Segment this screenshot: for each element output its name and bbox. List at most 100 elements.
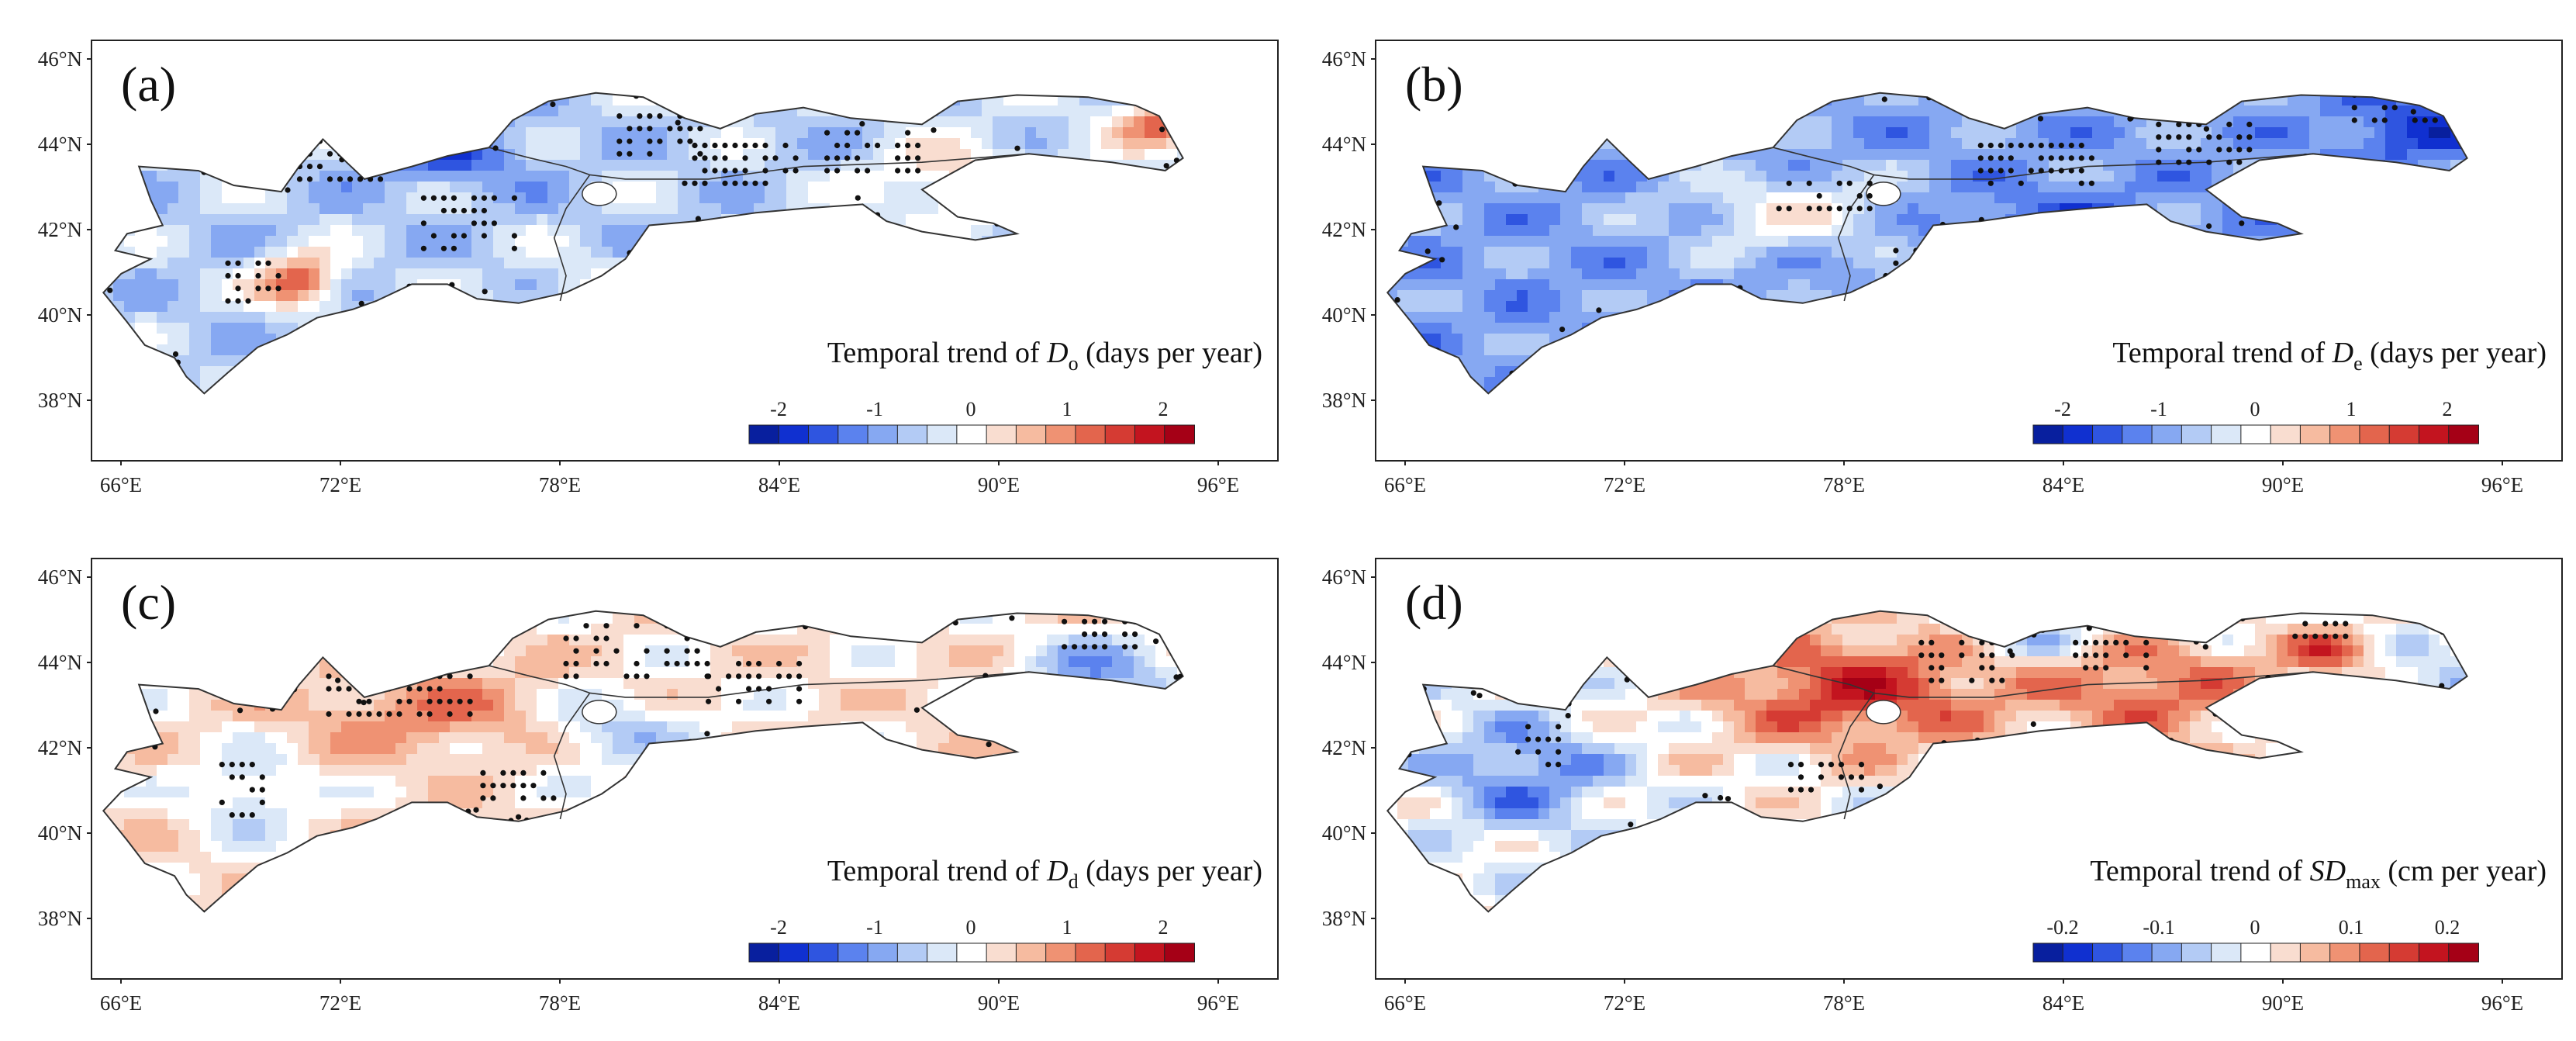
colorbar-swatch: [778, 942, 810, 963]
lake-shape: [582, 182, 617, 206]
colorbar-swatch: [2359, 424, 2391, 444]
colorbar-tick: 0: [966, 916, 976, 939]
colorbar-swatch: [2122, 424, 2153, 444]
colorbar-swatch: [1075, 942, 1107, 963]
colorbar-tick: 2: [1159, 916, 1169, 939]
colorbar-swatch: [2092, 424, 2123, 444]
lat-label: 46°N: [38, 47, 82, 71]
region-outline: [1386, 610, 2468, 913]
colorbar-tick: 2: [1159, 398, 1169, 420]
colorbar-swatch: [2151, 424, 2183, 444]
lat-label: 42°N: [38, 736, 82, 759]
lat-label: 38°N: [38, 907, 82, 930]
colorbar-tick: 0: [2250, 916, 2260, 939]
lon-label: 66°E: [1384, 991, 1426, 1015]
subregion-boundary: [489, 147, 590, 176]
lat-label: 40°N: [38, 303, 82, 327]
colorbar-swatch: [2211, 942, 2242, 963]
lat-label: 42°N: [38, 218, 82, 241]
colorbar-swatch: [2299, 424, 2331, 444]
colorbar-swatch: [2388, 942, 2420, 963]
lat-label: 38°N: [1322, 907, 1366, 930]
colorbar-swatch: [1104, 424, 1136, 444]
colorbar-swatch: [2062, 942, 2094, 963]
lon-label: 78°E: [539, 473, 581, 496]
map-panel-a: (a) 46°N 44°N 42°N 40°N 38°N 66°E 72°E 78°E 84°E 9…: [38, 40, 1279, 496]
colorbar-swatch: [956, 424, 988, 444]
colorbar-swatch: [896, 942, 928, 963]
lat-label: 38°N: [1322, 389, 1366, 412]
colorbar: [748, 942, 1195, 963]
colorbar-tick: 0.1: [2339, 916, 2364, 939]
lon-label: 66°E: [1384, 473, 1426, 496]
lon-label: 90°E: [2262, 473, 2304, 496]
colorbar-swatch: [867, 424, 899, 444]
colorbar-swatch: [1164, 942, 1195, 963]
colorbar-swatch: [2418, 424, 2450, 444]
colorbar-swatch: [2032, 942, 2064, 963]
colorbar-swatch: [808, 424, 839, 444]
colorbar-tick: 0.2: [2435, 916, 2460, 939]
lon-label: 96°E: [1197, 991, 1239, 1015]
colorbar: [748, 424, 1195, 444]
lon-label: 72°E: [319, 991, 361, 1015]
colorbar-swatch: [2240, 424, 2272, 444]
colorbar-swatch: [778, 424, 810, 444]
subregion-boundary: [553, 692, 591, 820]
colorbar-title: Temporal trend of SDmax (cm per year): [2090, 855, 2547, 893]
lon-label: 96°E: [1197, 473, 1239, 496]
colorbar-tick: -1: [866, 398, 883, 420]
map-panel-d: (d) 46°N 44°N 42°N 40°N 38°N 66°E 72°E 78°E 84°E 9…: [1322, 558, 2563, 1015]
colorbar-swatch: [2329, 942, 2360, 963]
lon-label: 90°E: [978, 991, 1020, 1015]
colorbar-swatch: [808, 942, 839, 963]
lon-label: 84°E: [758, 473, 800, 496]
colorbar-swatch: [867, 942, 899, 963]
subregion-boundary: [589, 671, 1029, 698]
lon-label: 96°E: [2481, 473, 2523, 496]
lat-label: 44°N: [1322, 651, 1366, 674]
lon-label: 84°E: [758, 991, 800, 1015]
subregion-boundary: [1837, 692, 1875, 820]
colorbar-tick: -1: [866, 916, 883, 939]
subregion-boundary: [553, 174, 591, 302]
lat-label: 42°N: [1322, 736, 1366, 759]
lon-label: 72°E: [1604, 473, 1645, 496]
map-panel-b: (b) 46°N 44°N 42°N 40°N 38°N 66°E 72°E 78°E 84°E 9…: [1322, 40, 2563, 496]
lon-label: 78°E: [539, 991, 581, 1015]
colorbar-tick: -2: [2054, 398, 2071, 420]
colorbar-tick: -0.2: [2046, 916, 2078, 939]
region-outline: [102, 610, 1184, 913]
colorbar-swatch: [2270, 424, 2301, 444]
colorbar-swatch: [927, 942, 958, 963]
colorbar-swatch: [1104, 942, 1136, 963]
lake-shape: [1866, 182, 1901, 206]
colorbar-swatch: [2211, 424, 2242, 444]
subregion-boundary: [1773, 665, 1874, 694]
colorbar-swatch: [837, 424, 869, 444]
lon-label: 84°E: [2042, 473, 2084, 496]
lat-label: 44°N: [38, 651, 82, 674]
panel-label: (c): [121, 575, 176, 630]
lat-label: 40°N: [1322, 303, 1366, 327]
colorbar-title: Temporal trend of Dd (days per year): [827, 855, 1262, 893]
lat-label: 46°N: [38, 565, 82, 589]
colorbar-tick: 1: [2346, 398, 2357, 420]
colorbar-swatch: [2151, 942, 2183, 963]
lat-label: 38°N: [38, 389, 82, 412]
colorbar-swatch: [927, 424, 958, 444]
lat-label: 44°N: [1322, 133, 1366, 156]
colorbar-tick: 1: [1062, 398, 1072, 420]
colorbar-swatch: [2270, 942, 2301, 963]
lon-label: 96°E: [2481, 991, 2523, 1015]
colorbar-tick: 0: [2250, 398, 2260, 420]
colorbar-swatch: [1134, 942, 1165, 963]
colorbar-tick: 1: [1062, 916, 1072, 939]
colorbar-tick: 2: [2443, 398, 2453, 420]
colorbar-swatch: [2299, 942, 2331, 963]
colorbar-swatch: [1015, 942, 1047, 963]
colorbar-swatch: [1045, 424, 1076, 444]
lon-label: 78°E: [1823, 473, 1865, 496]
colorbar-swatch: [2122, 942, 2153, 963]
colorbar-title: Temporal trend of Do (days per year): [827, 337, 1262, 375]
